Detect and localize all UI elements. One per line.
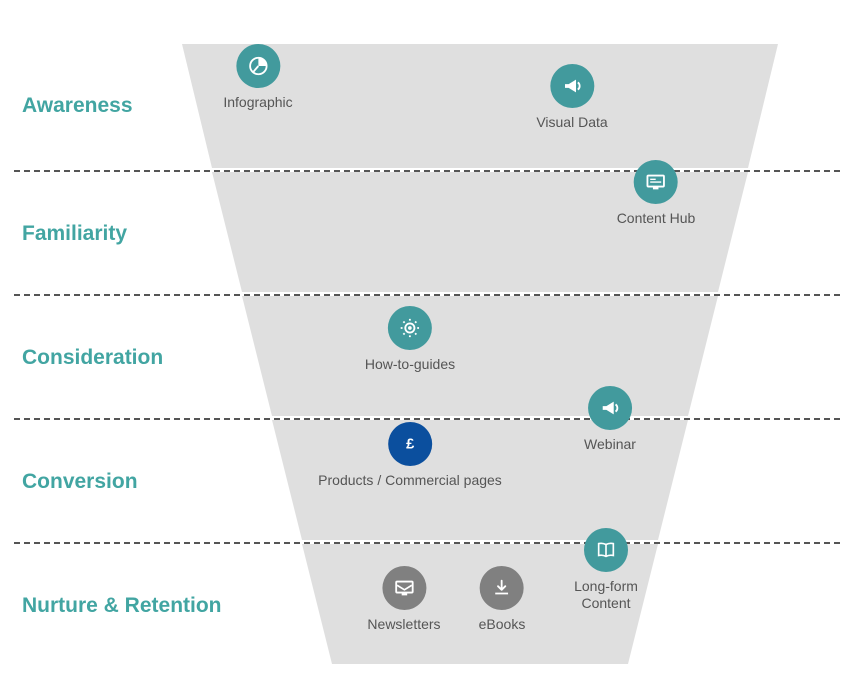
megaphone-icon <box>588 386 632 430</box>
pound-icon: £ <box>388 422 432 466</box>
stage-label-consideration: Consideration <box>22 346 163 370</box>
book-icon <box>584 528 628 572</box>
item-label: How-to-guides <box>365 356 455 373</box>
stage-label-nurture: Nurture & Retention <box>22 594 222 618</box>
screen-icon <box>634 160 678 204</box>
item-label: Infographic <box>223 94 292 111</box>
item-products: £ Products / Commercial pages <box>318 422 502 489</box>
item-infographic: Infographic <box>223 44 292 111</box>
item-webinar: Webinar <box>584 386 636 453</box>
item-long-form: Long-form Content <box>566 528 646 612</box>
divider-1 <box>14 170 840 172</box>
item-ebooks: eBooks <box>479 566 526 633</box>
item-visual-data: Visual Data <box>536 64 607 131</box>
stage-label-awareness: Awareness <box>22 94 133 118</box>
download-icon <box>480 566 524 610</box>
item-label: Webinar <box>584 436 636 453</box>
megaphone-icon <box>550 64 594 108</box>
stage-label-familiarity: Familiarity <box>22 222 127 246</box>
svg-text:£: £ <box>406 437 414 453</box>
divider-4 <box>14 542 840 544</box>
divider-2 <box>14 294 840 296</box>
item-how-to-guides: How-to-guides <box>365 306 455 373</box>
item-label: eBooks <box>479 616 526 633</box>
item-label: Products / Commercial pages <box>318 472 502 489</box>
piechart-icon <box>236 44 280 88</box>
item-content-hub: Content Hub <box>617 160 696 227</box>
mail-icon <box>382 566 426 610</box>
gear-icon <box>388 306 432 350</box>
item-label: Long-form Content <box>566 578 646 612</box>
item-label: Visual Data <box>536 114 607 131</box>
stage-label-conversion: Conversion <box>22 470 138 494</box>
trap-consideration <box>242 296 718 416</box>
item-label: Content Hub <box>617 210 696 227</box>
divider-3 <box>14 418 840 420</box>
item-label: Newsletters <box>367 616 440 633</box>
item-newsletters: Newsletters <box>367 566 440 633</box>
